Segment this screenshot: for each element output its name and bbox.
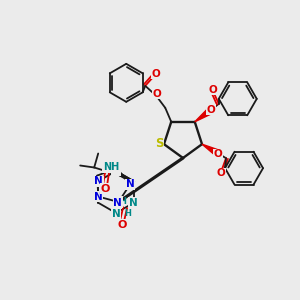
Text: N: N xyxy=(113,198,122,208)
Text: O: O xyxy=(208,85,217,95)
Text: N: N xyxy=(112,165,120,175)
Text: N: N xyxy=(114,197,123,207)
Text: S: S xyxy=(155,137,163,150)
Polygon shape xyxy=(202,144,218,155)
Text: O: O xyxy=(117,220,127,230)
Text: O: O xyxy=(152,69,161,79)
Text: O: O xyxy=(217,168,225,178)
Text: N: N xyxy=(129,197,138,208)
Text: N: N xyxy=(126,179,134,189)
Text: O: O xyxy=(214,149,222,159)
Text: N: N xyxy=(112,209,120,219)
Text: O: O xyxy=(206,105,215,115)
Text: H: H xyxy=(119,197,126,206)
Text: NH: NH xyxy=(103,163,119,172)
Text: O: O xyxy=(100,184,110,194)
Text: N: N xyxy=(112,165,120,175)
Polygon shape xyxy=(195,110,211,122)
Text: H: H xyxy=(124,209,131,218)
Text: O: O xyxy=(153,89,162,99)
Text: N: N xyxy=(94,176,103,187)
Text: N: N xyxy=(94,192,103,202)
